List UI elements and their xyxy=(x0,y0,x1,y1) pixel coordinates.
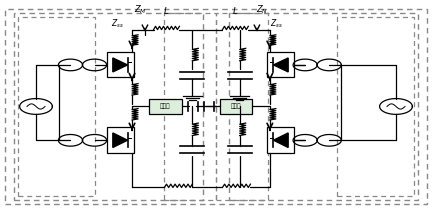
Polygon shape xyxy=(220,99,252,114)
Polygon shape xyxy=(267,53,293,77)
Polygon shape xyxy=(108,127,134,153)
Text: $Z_{ss}$: $Z_{ss}$ xyxy=(111,17,124,30)
Text: $Z_N$: $Z_N$ xyxy=(256,4,268,16)
Text: 接地极: 接地极 xyxy=(231,104,241,109)
Text: 接地极: 接地极 xyxy=(160,104,171,109)
Text: $Z_M$: $Z_M$ xyxy=(134,4,147,16)
Polygon shape xyxy=(149,99,181,114)
Polygon shape xyxy=(273,133,288,147)
Polygon shape xyxy=(108,53,134,77)
Polygon shape xyxy=(113,58,127,72)
Polygon shape xyxy=(113,133,127,147)
Text: $L$: $L$ xyxy=(163,5,170,16)
Text: $Z_{ss}$: $Z_{ss}$ xyxy=(270,17,283,30)
Text: $L$: $L$ xyxy=(232,5,238,16)
Polygon shape xyxy=(273,58,288,72)
Polygon shape xyxy=(267,127,293,153)
